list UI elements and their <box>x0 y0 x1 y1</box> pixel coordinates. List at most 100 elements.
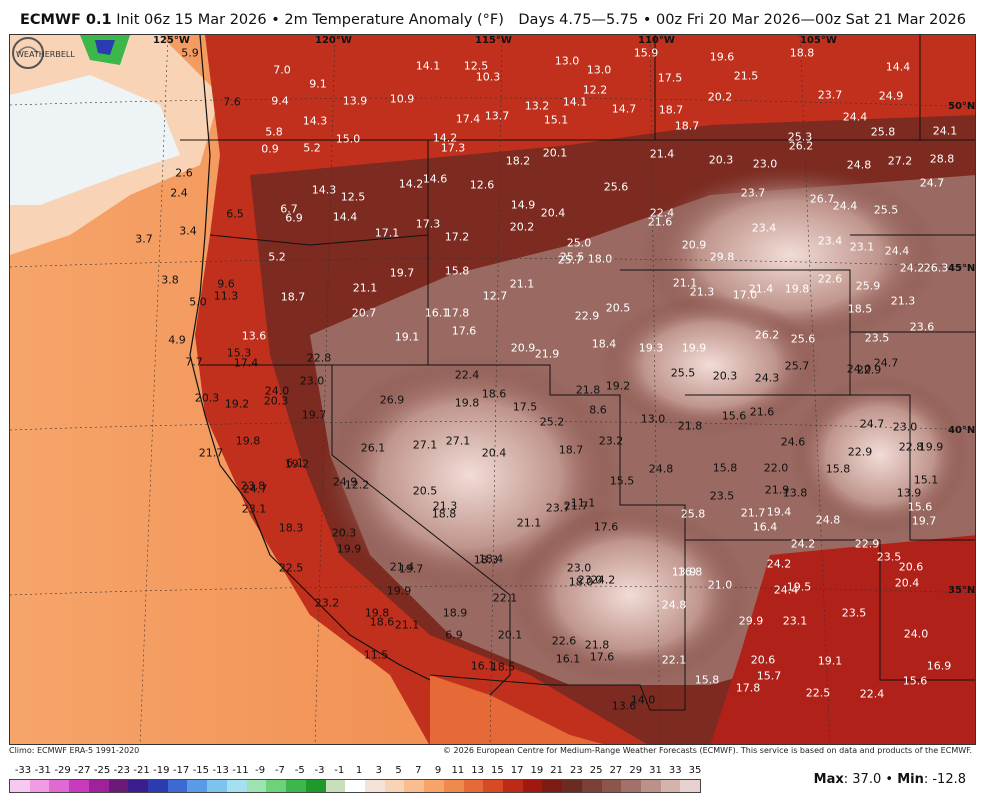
map-value-label: 18.7 <box>558 443 584 457</box>
map-value-label: 18.6 <box>369 615 395 629</box>
map-value-label: 21.7 <box>740 506 766 520</box>
map-value-label: 5.8 <box>265 125 283 139</box>
map-value-label: 21.3 <box>432 499 458 513</box>
map-value-label: 27.1 <box>445 434 471 448</box>
map-value-label: 24.8 <box>846 158 872 172</box>
map-value-label: 20.4 <box>481 446 507 460</box>
map-value-label: 25.8 <box>870 125 896 139</box>
map-value-label: 18.4 <box>591 337 617 351</box>
baja-region <box>430 675 603 744</box>
map-value-label: 20.9 <box>510 341 536 355</box>
lon-label-115w: 115°W <box>475 35 512 46</box>
map-value-label: 15.6 <box>907 500 933 514</box>
map-value-label: 25.8 <box>680 507 706 521</box>
map-value-label: 3.4 <box>179 224 197 238</box>
map-value-label: 24.1 <box>932 124 958 138</box>
map-value-label: 6.7 <box>280 202 298 216</box>
colorbar-swatch <box>621 780 641 792</box>
colorbar-tick-label: -5 <box>294 765 305 776</box>
map-value-label: 20.5 <box>605 301 631 315</box>
map-value-label: 3.7 <box>135 232 153 246</box>
map-value-label: 18.4 <box>478 552 504 566</box>
map-value-label: 14.1 <box>415 59 441 73</box>
map-value-label: 21.9 <box>764 483 790 497</box>
colorbar-tick-label: 29 <box>629 765 643 776</box>
map-value-label: 22.0 <box>763 461 789 475</box>
colorbar-swatch <box>581 780 602 792</box>
map-value-label: 15.8 <box>694 673 720 687</box>
colorbar-tick-label: -23 <box>113 765 130 776</box>
map-title: ECMWF 0.1 Init 06z 15 Mar 2026 • 2m Temp… <box>20 12 504 28</box>
map-value-label: 19.8 <box>364 606 390 620</box>
colorbar-swatch <box>601 780 622 792</box>
map-value-label: 12.6 <box>469 178 495 192</box>
map-value-label: 21.9 <box>534 347 560 361</box>
map-value-label: 19.9 <box>336 542 362 556</box>
map-value-label: 20.6 <box>898 560 924 574</box>
map-value-label: 18.7 <box>674 119 700 133</box>
map-value-label: 22.4 <box>649 206 675 220</box>
map-value-label: 24.7 <box>859 417 885 431</box>
map-value-label: 20.1 <box>497 628 523 642</box>
map-value-label: 24.2 <box>766 557 792 571</box>
map-value-label: 26.7 <box>809 192 835 206</box>
colorbar-swatch <box>207 780 227 792</box>
map-value-label: 17.8 <box>444 306 470 320</box>
map-value-label: 19.2 <box>605 379 631 393</box>
map-value-label: 14.2 <box>432 131 458 145</box>
colorbar-tick-label: -1 <box>334 765 345 776</box>
colorbar-tick-label: 9 <box>434 765 442 776</box>
colorbar-swatch <box>187 780 208 792</box>
map-value-label: 14.2 <box>398 177 424 191</box>
map-value-label: 13.6 <box>611 699 637 713</box>
map-value-label: 17.1 <box>374 226 400 240</box>
title-separator: • <box>271 12 280 28</box>
map-value-label: 19.1 <box>817 654 843 668</box>
map-value-label: 21.4 <box>649 147 675 161</box>
map-value-label: 15.0 <box>335 132 361 146</box>
valid-time: Days 4.75—5.75 • 00z Fri 20 Mar 2026—00z… <box>518 12 966 28</box>
map-value-label: 23.0 <box>892 420 918 434</box>
colorbar-tick-label: -15 <box>192 765 210 776</box>
map-value-label: 23.1 <box>849 240 875 254</box>
map-value-label: 26.2 <box>788 139 814 153</box>
map-value-label: 18.9 <box>442 606 468 620</box>
map-value-label: 20.2 <box>707 90 733 104</box>
colorbar-swatch <box>88 780 109 792</box>
colorbar-swatch <box>325 780 346 792</box>
map-value-label: 25.0 <box>566 236 592 250</box>
stats-separator: • <box>885 772 894 787</box>
map-value-label: 15.3 <box>226 346 252 360</box>
map-value-label: 14.4 <box>332 210 358 224</box>
map-value-label: 22.4 <box>454 368 480 382</box>
map-value-label: 17.3 <box>440 141 466 155</box>
colorbar-tick-label: 23 <box>570 765 583 776</box>
colorbar-swatch <box>443 780 464 792</box>
map-value-label: 19.3 <box>638 341 664 355</box>
init-time: Init 06z 15 Mar 2026 <box>116 12 267 28</box>
colorbar-tick-label: -3 <box>314 765 325 776</box>
min-label: Min <box>897 772 924 787</box>
logo-text: WEATHERBELL <box>16 50 75 59</box>
map-value-label: 6.5 <box>226 207 244 221</box>
colorbar-swatch <box>10 780 30 792</box>
cold-anomaly-core <box>95 40 115 55</box>
map-value-label: 11.5 <box>363 648 389 662</box>
lon-label-110w: 110°W <box>638 35 675 46</box>
map-value-label: 21.0 <box>707 578 733 592</box>
map-value-label: 10.3 <box>475 70 501 84</box>
map-value-label: 22.6 <box>551 634 577 648</box>
map-value-label: 6.9 <box>285 211 303 225</box>
map-value-label: 19.9 <box>918 440 944 454</box>
map-value-label: 12.7 <box>482 289 508 303</box>
map-value-label: 26.3 <box>923 261 949 275</box>
map-value-label: 25.2 <box>539 415 565 429</box>
map-value-label: 13.2 <box>524 99 550 113</box>
lat-label-50n: 50°N <box>948 101 976 112</box>
colorbar-swatch <box>660 780 681 792</box>
map-value-label: 16.1 <box>424 306 450 320</box>
colorbar-swatch <box>49 780 70 792</box>
map-value-label: 24.3 <box>754 371 780 385</box>
map-value-label: 14.9 <box>510 198 536 212</box>
colorbar-tick-label: 13 <box>471 765 484 776</box>
